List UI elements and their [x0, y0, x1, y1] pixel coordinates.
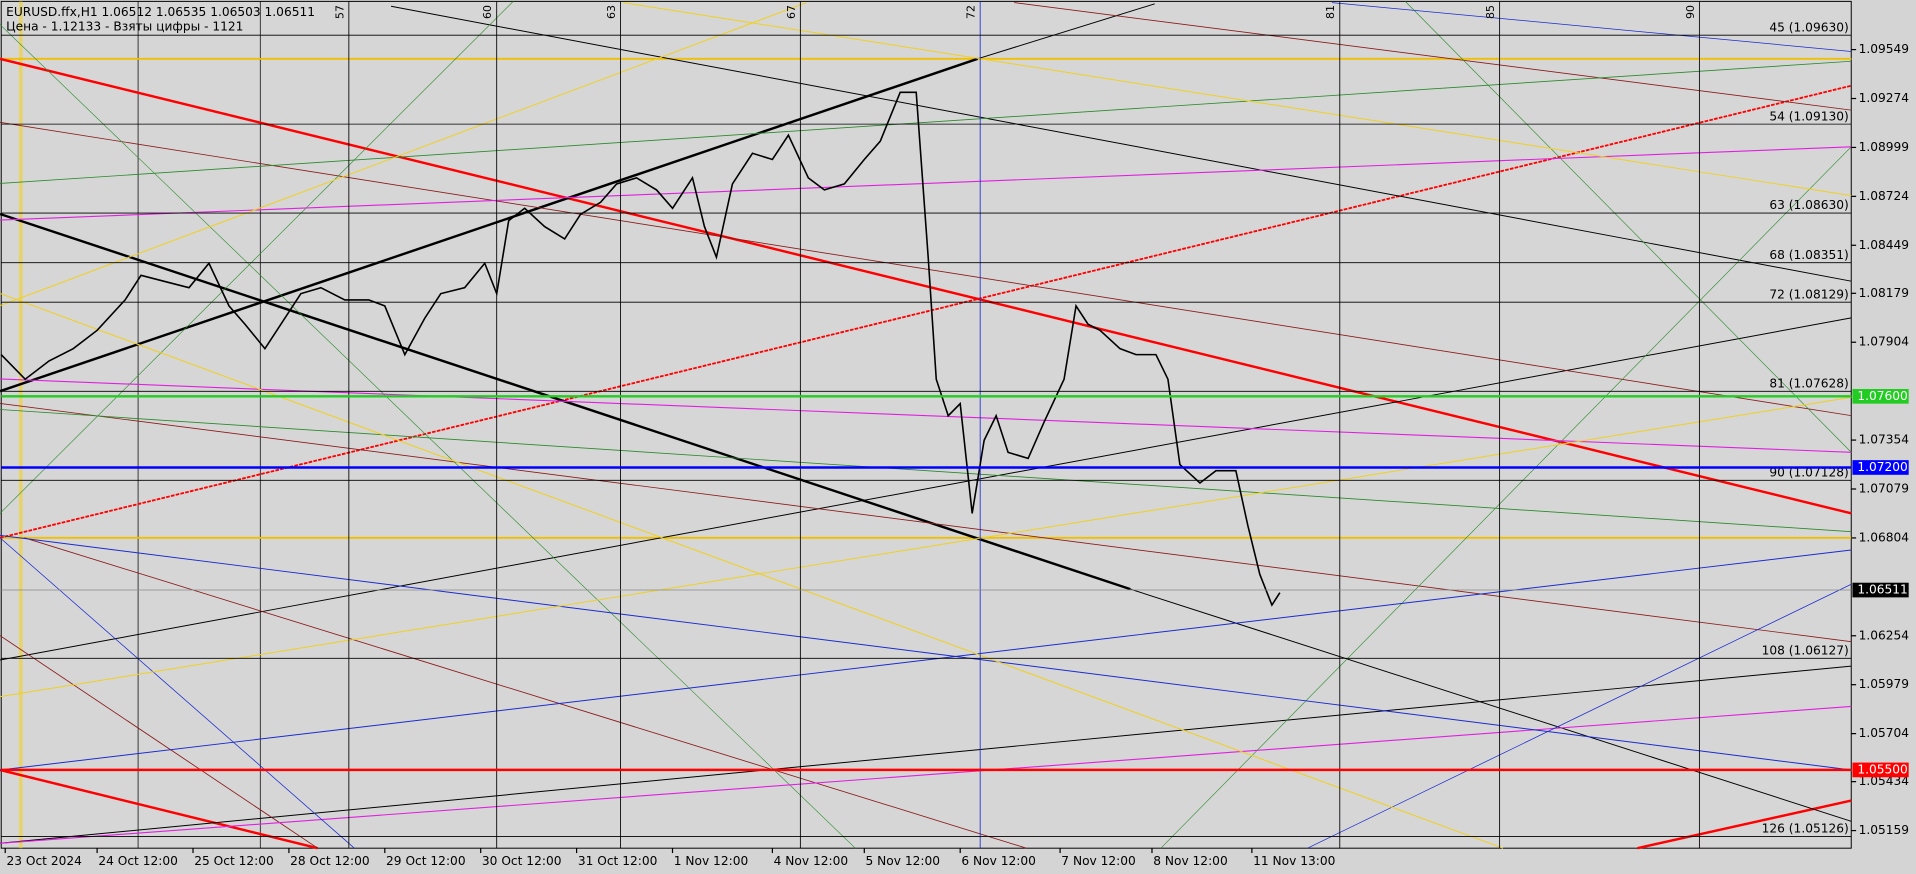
level-label: 63 (1.08630) — [1769, 198, 1848, 212]
yellow-line — [0, 2, 807, 307]
price-level-label: 1.07200 — [1857, 460, 1907, 474]
level-label: 81 (1.07628) — [1769, 377, 1848, 391]
y-tick-label: 1.07079 — [1859, 482, 1909, 496]
blue-line — [1307, 583, 1852, 849]
level-label: 54 (1.09130) — [1769, 109, 1848, 123]
green-line — [1405, 1, 1852, 453]
x-tick-label: 7 Nov 12:00 — [1061, 854, 1136, 868]
green-line — [0, 409, 1852, 533]
magenta-line — [0, 705, 1852, 844]
brown-line — [0, 121, 1852, 417]
level-label: 68 (1.08351) — [1769, 248, 1848, 262]
red-line — [1637, 799, 1852, 850]
time-line-label: 85 — [1484, 5, 1497, 19]
price-level-label: 1.07600 — [1857, 389, 1907, 403]
x-tick-label: 29 Oct 12:00 — [386, 854, 466, 868]
x-tick-label: 6 Nov 12:00 — [961, 854, 1036, 868]
x-tick-label: 11 Nov 13:00 — [1253, 854, 1335, 868]
header-line: Цена - 1.12133 - Взяты цифры - 1121 — [6, 20, 243, 34]
time-line-label: 67 — [785, 5, 798, 19]
y-tick-label: 1.08999 — [1859, 140, 1909, 154]
x-tick-label: 31 Oct 12:00 — [578, 854, 658, 868]
yellow-line — [0, 292, 1504, 849]
x-tick-label: 23 Oct 2024 — [6, 854, 82, 868]
time-line-label: 81 — [1324, 5, 1337, 19]
price-level-box — [1852, 460, 1909, 475]
y-tick-label: 1.05979 — [1859, 677, 1909, 691]
time-line-label: 57 — [333, 5, 346, 19]
y-tick-label: 1.05434 — [1859, 774, 1910, 788]
x-tick-label: 24 Oct 12:00 — [98, 854, 178, 868]
level-label: 108 (1.06127) — [1762, 644, 1849, 658]
x-tick-label: 4 Nov 12:00 — [774, 854, 849, 868]
black-line — [977, 3, 1155, 60]
x-tick-label: 30 Oct 12:00 — [482, 854, 562, 868]
blue-line — [0, 537, 355, 849]
blue-line — [0, 534, 1852, 771]
y-tick-label: 1.08449 — [1859, 238, 1909, 252]
green-line — [1160, 146, 1852, 849]
price-level-box — [1852, 762, 1909, 778]
y-tick-label: 1.05704 — [1859, 726, 1910, 740]
time-line-label: 90 — [1684, 5, 1697, 19]
black-line — [0, 317, 1852, 661]
brown-line — [0, 402, 1852, 643]
y-tick-label: 1.07904 — [1859, 335, 1910, 349]
price-level-box — [1852, 388, 1909, 404]
brown-line — [24, 537, 1027, 849]
drawings — [0, 1, 1852, 850]
red-line — [0, 57, 1852, 515]
x-tick-label: 5 Nov 12:00 — [866, 854, 941, 868]
level-label: 72 (1.08129) — [1769, 287, 1848, 301]
y-tick-label: 1.06804 — [1859, 530, 1910, 544]
price-level-label: 1.05500 — [1857, 762, 1907, 776]
time-line-label: 72 — [965, 5, 978, 19]
green-line — [0, 24, 856, 849]
red-line — [0, 768, 318, 850]
green-line — [0, 1, 514, 514]
brown-line — [1014, 2, 1852, 111]
black-line — [390, 5, 1852, 282]
green-line — [0, 60, 1852, 184]
x-tick-label: 8 Nov 12:00 — [1153, 854, 1228, 868]
blue-line — [0, 549, 1852, 771]
y-tick-label: 1.05159 — [1859, 823, 1909, 837]
header-line: EURUSD.ffx,H1 1.06512 1.06535 1.06503 1.… — [6, 5, 315, 19]
yellow-line — [0, 396, 1852, 698]
price-level-box — [1852, 582, 1909, 598]
x-tick-label: 25 Oct 12:00 — [194, 854, 274, 868]
x-tick-label: 28 Oct 12:00 — [290, 854, 370, 868]
black-line — [1130, 588, 1852, 822]
blue-line — [1331, 2, 1852, 52]
level-label: 126 (1.05126) — [1762, 822, 1849, 836]
y-tick-label: 1.07354 — [1859, 433, 1910, 447]
level-label: 45 (1.09630) — [1769, 20, 1848, 34]
level-label: 90 (1.07128) — [1769, 465, 1848, 479]
x-tick-label: 1 Nov 12:00 — [674, 854, 749, 868]
brown-line — [0, 635, 318, 849]
time-line-label: 63 — [605, 5, 618, 19]
time-line-label: 60 — [481, 5, 494, 19]
plot-area — [0, 0, 1852, 849]
y-tick-label: 1.08179 — [1859, 286, 1909, 300]
y-tick-label: 1.09549 — [1859, 42, 1909, 56]
price-level-label: 1.06511 — [1857, 583, 1907, 597]
magenta-line — [0, 146, 1852, 221]
y-tick-label: 1.08724 — [1859, 189, 1910, 203]
price-line — [0, 91, 1281, 607]
y-tick-label: 1.06254 — [1859, 628, 1910, 642]
black-line — [0, 57, 978, 393]
black-line — [0, 665, 1852, 844]
y-tick-label: 1.09274 — [1859, 91, 1910, 105]
